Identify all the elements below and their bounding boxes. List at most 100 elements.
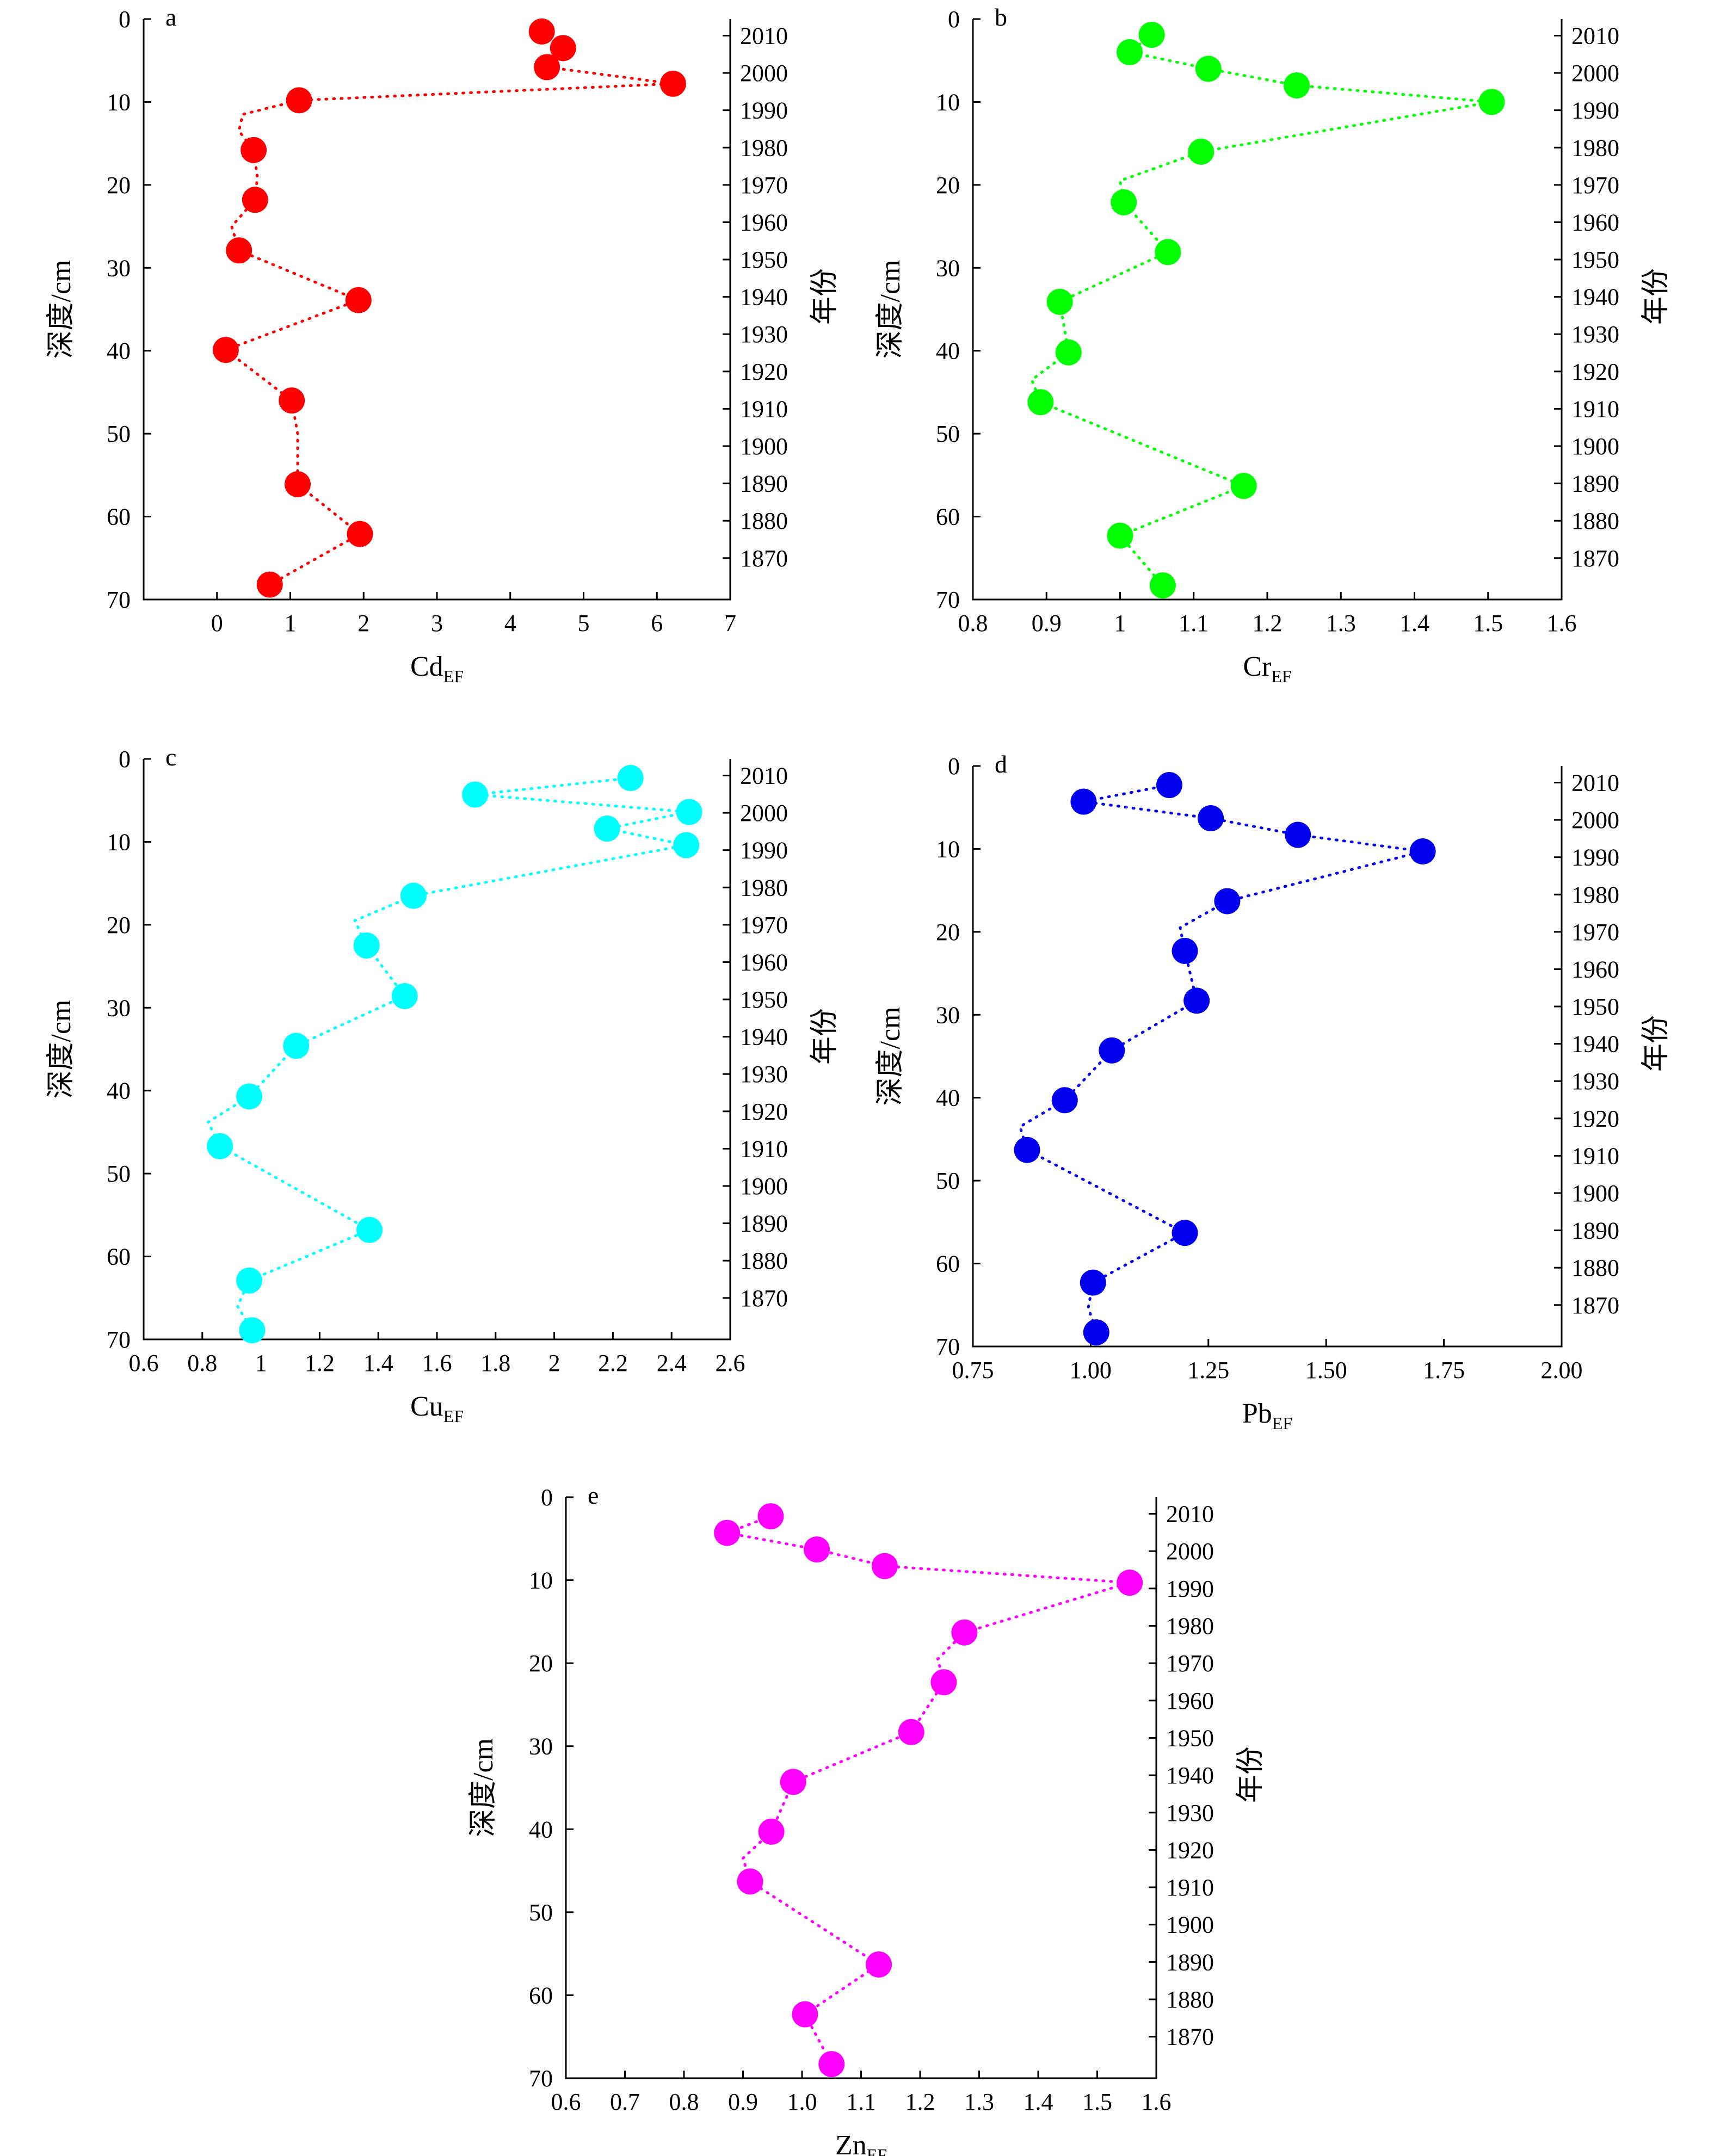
data-point	[284, 471, 311, 498]
x-tick-label: 1.6	[1547, 610, 1577, 637]
year-tick-label: 1890	[740, 471, 788, 497]
data-point	[594, 816, 620, 842]
x-tick-label: 1.4	[1399, 610, 1429, 637]
year-tick-label: 1890	[1166, 1949, 1214, 1975]
data-point	[356, 1216, 383, 1243]
panel-tag-b: b	[995, 3, 1007, 31]
x-tick-label: 1.2	[905, 2089, 935, 2115]
x-tick-label: 2	[357, 610, 369, 637]
year-tick-label: 1910	[1166, 1874, 1214, 1901]
year-tick-label: 1990	[1571, 844, 1619, 871]
year-tick-label: 1960	[740, 949, 788, 975]
data-point	[1284, 72, 1310, 98]
y-tick-label: 40	[107, 1078, 131, 1104]
data-point	[528, 18, 555, 45]
year-tick-label: 1880	[1571, 1255, 1619, 1281]
data-point	[391, 983, 418, 1009]
y-tick-label: 50	[107, 1160, 131, 1187]
year-tick-label: 1920	[740, 1098, 788, 1125]
year-tick-label: 1990	[740, 837, 788, 864]
year-tick-label: 1970	[1571, 172, 1619, 199]
y-axis-label: 深度/cm	[468, 1738, 499, 1837]
data-point	[400, 882, 427, 909]
y-tick-label: 50	[107, 421, 131, 447]
year-tick-label: 1870	[740, 545, 788, 572]
y-tick-label: 20	[936, 172, 960, 199]
y-axis-label: 深度/cm	[875, 1007, 906, 1106]
data-point	[1188, 138, 1214, 165]
year-tick-label: 1900	[1166, 1912, 1214, 1938]
year-tick-label: 2010	[1571, 22, 1619, 49]
panel-tag-c: c	[165, 743, 176, 771]
data-point	[1027, 389, 1054, 416]
y-axis-label: 深度/cm	[875, 260, 906, 359]
y-tick-label: 60	[936, 1251, 960, 1277]
x-tick-label: 1.6	[422, 1350, 452, 1376]
panel-e: 0 10 20 30 40 50 60 700.6 0.7 0.8 0.9 1.0 1.1 1.2 1.3 1…	[468, 1481, 1266, 2156]
data-point	[804, 1536, 830, 1563]
y-tick-label: 60	[529, 1982, 553, 2009]
year-tick-label: 1940	[740, 284, 788, 311]
x-tick-label: 0.9	[1032, 610, 1062, 637]
y-tick-label: 10	[936, 89, 960, 115]
data-point	[871, 1553, 898, 1579]
data-point	[866, 1951, 892, 1978]
y-tick-label: 10	[936, 836, 960, 862]
data-point	[1080, 1269, 1106, 1296]
data-point	[673, 832, 700, 858]
y-tick-label: 50	[936, 421, 960, 447]
y-tick-label: 10	[529, 1567, 553, 1594]
data-point	[1046, 288, 1073, 315]
y-tick-label: 70	[936, 1333, 960, 1360]
x-tick-label: 0.75	[952, 1357, 994, 1383]
year-tick-label: 2000	[740, 800, 788, 826]
year-tick-label: 1880	[740, 508, 788, 534]
year-tick-label: 1970	[1571, 919, 1619, 946]
data-point	[1156, 772, 1182, 799]
x-tick-label: 2.4	[657, 1350, 687, 1376]
year-tick-label: 1950	[740, 986, 788, 1013]
y-tick-label: 0	[948, 6, 960, 33]
data-point	[353, 932, 380, 959]
data-point	[345, 287, 372, 313]
y-tick-label: 20	[107, 912, 131, 938]
year-tick-label: 2000	[740, 60, 788, 87]
series-line	[725, 1515, 1131, 2066]
data-point	[659, 70, 686, 97]
year-tick-label: 1900	[740, 1173, 788, 1200]
year-tick-label: 1900	[1571, 433, 1619, 460]
year-tick-label: 1960	[1166, 1688, 1214, 1714]
x-tick-label: 1.3	[1326, 610, 1356, 637]
data-point	[1117, 39, 1143, 65]
data-point	[930, 1669, 957, 1696]
y-tick-label: 30	[529, 1733, 553, 1760]
y-tick-label: 0	[541, 1484, 553, 1511]
y-tick-label: 40	[107, 338, 131, 365]
year-tick-label: 1920	[1571, 1105, 1619, 1132]
series-line	[1030, 33, 1493, 587]
data-point	[347, 521, 373, 547]
data-point	[951, 1619, 978, 1646]
y-tick-label: 0	[948, 753, 960, 780]
x-tick-label: 1.1	[846, 2089, 876, 2115]
x-tick-label: 0.8	[669, 2089, 699, 2115]
year-axis-label: 年份	[1641, 268, 1672, 325]
data-point	[1107, 522, 1133, 549]
panel-tag-e: e	[588, 1481, 599, 1509]
year-tick-label: 1940	[1571, 1031, 1619, 1058]
data-point	[1051, 1087, 1078, 1114]
data-point	[462, 781, 489, 808]
y-tick-label: 70	[107, 586, 131, 613]
series-line	[1019, 783, 1425, 1334]
data-point	[1285, 821, 1311, 848]
y-tick-label: 60	[107, 504, 131, 530]
y-tick-label: 10	[107, 89, 131, 115]
year-axis-label: 年份	[1641, 1015, 1672, 1072]
year-tick-label: 1970	[1166, 1650, 1214, 1677]
x-tick-label: 3	[431, 610, 443, 637]
year-tick-label: 1950	[740, 246, 788, 273]
year-tick-label: 2010	[740, 22, 788, 49]
y-tick-label: 50	[936, 1167, 960, 1194]
data-point	[1230, 473, 1257, 499]
